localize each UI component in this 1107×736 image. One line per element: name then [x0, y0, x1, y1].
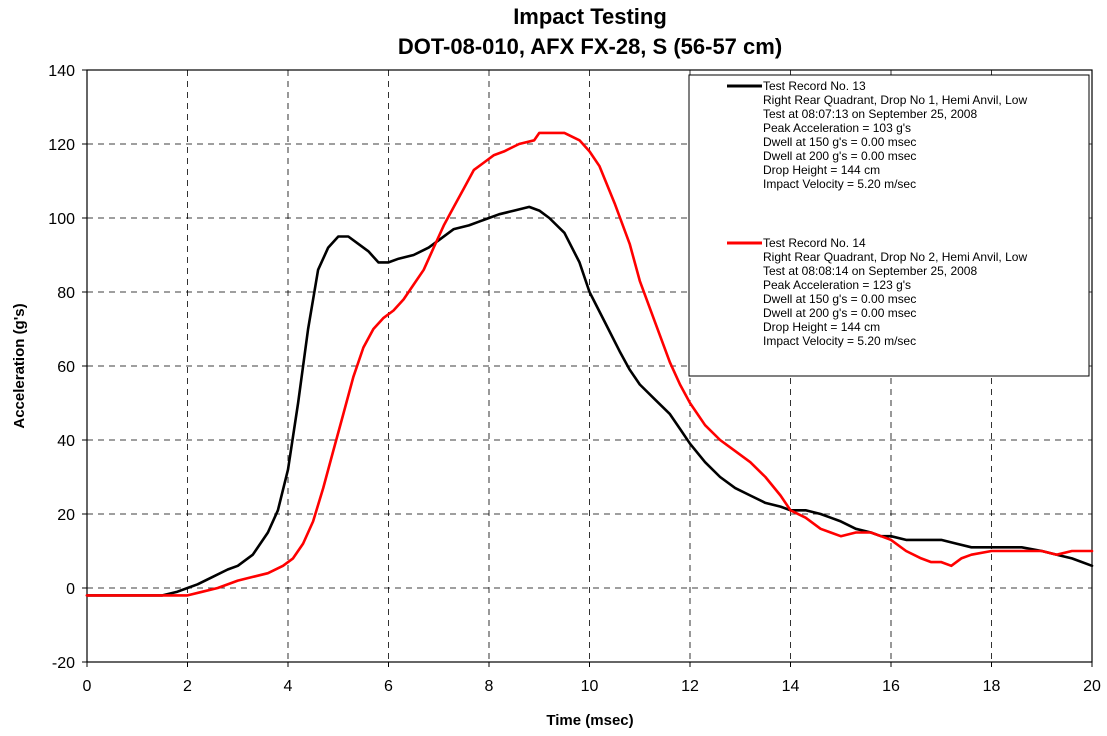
y-tick-label: 0: [66, 581, 75, 598]
x-tick-label: 10: [581, 678, 599, 695]
legend-entry-line: Drop Height = 144 cm: [763, 320, 880, 334]
legend-entry-line: Impact Velocity = 5.20 m/sec: [763, 177, 916, 191]
legend-entry-line: Drop Height = 144 cm: [763, 163, 880, 177]
x-tick-label: 4: [284, 678, 293, 695]
x-tick-label: 12: [681, 678, 699, 695]
x-tick-label: 2: [183, 678, 192, 695]
x-axis-label: Time (msec): [546, 712, 633, 729]
legend-entry-line: Test at 08:08:14 on September 25, 2008: [763, 264, 977, 278]
legend-entry-line: Right Rear Quadrant, Drop No 2, Hemi Anv…: [763, 250, 1027, 264]
chart-subtitle: DOT-08-010, AFX FX-28, S (56-57 cm): [398, 34, 782, 59]
y-axis-label: Acceleration (g's): [11, 303, 28, 428]
x-tick-label: 18: [983, 678, 1001, 695]
x-tick-label: 20: [1083, 678, 1101, 695]
y-tick-label: 20: [57, 507, 75, 524]
y-tick-label: 40: [57, 433, 75, 450]
y-tick-label: 80: [57, 285, 75, 302]
legend-box: [688, 74, 1090, 377]
chart-title: Impact Testing: [513, 4, 667, 29]
legend-entry-line: Dwell at 200 g's = 0.00 msec: [763, 306, 916, 320]
tick-labels: 0 2 4 6 8 10 12 14 16 18 20 -20 0 20 40 60 80 100 120 140: [48, 63, 1101, 695]
legend-entry-line: Test Record No. 14: [763, 236, 866, 250]
legend-entry-line: Dwell at 200 g's = 0.00 msec: [763, 149, 916, 163]
legend-entry-line: Peak Acceleration = 123 g's: [763, 278, 911, 292]
y-tick-label: 100: [48, 211, 75, 228]
x-tick-label: 8: [485, 678, 494, 695]
legend-entry-line: Right Rear Quadrant, Drop No 1, Hemi Anv…: [763, 93, 1027, 107]
x-tick-label: 0: [83, 678, 92, 695]
legend-entry-line: Test Record No. 13: [763, 79, 866, 93]
series-lines: [85, 131, 1094, 597]
y-tick-label: 140: [48, 63, 75, 80]
legend-entry-line: Impact Velocity = 5.20 m/sec: [763, 334, 916, 348]
series-line-1: [85, 205, 1094, 597]
y-tick-label: -20: [52, 655, 75, 672]
x-tick-label: 6: [384, 678, 393, 695]
y-tick-label: 60: [57, 359, 75, 376]
x-tick-label: 14: [782, 678, 800, 695]
legend-entry-line: Dwell at 150 g's = 0.00 msec: [763, 135, 916, 149]
legend-entry-line: Peak Acceleration = 103 g's: [763, 121, 911, 135]
series-line-2: [85, 131, 1094, 597]
legend-entry-line: Test at 08:07:13 on September 25, 2008: [763, 107, 977, 121]
y-tick-label: 120: [48, 137, 75, 154]
legend-entry-line: Dwell at 150 g's = 0.00 msec: [763, 292, 916, 306]
x-tick-label: 16: [882, 678, 900, 695]
